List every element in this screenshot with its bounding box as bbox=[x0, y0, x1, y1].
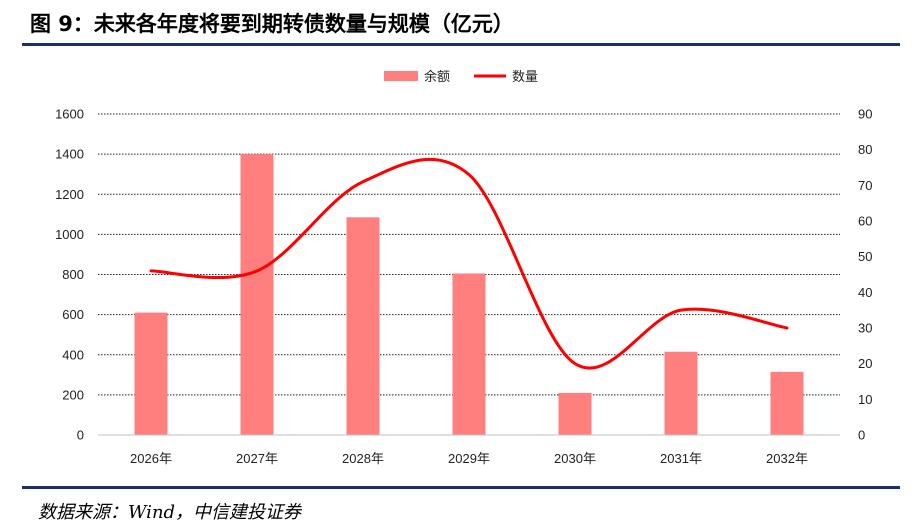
y-right-tick-label: 50 bbox=[858, 249, 872, 264]
title-divider bbox=[22, 43, 900, 46]
bar bbox=[558, 392, 592, 435]
y-left-tick-label: 1200 bbox=[55, 187, 84, 202]
y-right-tick-label: 70 bbox=[858, 178, 872, 193]
y-left-tick-label: 1400 bbox=[55, 147, 84, 162]
y-right-tick-label: 80 bbox=[858, 142, 872, 157]
y-right-tick-label: 90 bbox=[858, 107, 872, 122]
line-series-path bbox=[149, 157, 789, 370]
x-tick-label: 2029年 bbox=[448, 451, 490, 466]
y-axis-left: 0 200 400 600 800 1000 1200 1400 1600 bbox=[55, 107, 84, 443]
x-tick-label: 2026年 bbox=[130, 451, 172, 466]
legend-swatch-bar bbox=[384, 71, 418, 81]
x-tick-label: 2031年 bbox=[660, 451, 702, 466]
figure-title: 图 9：未来各年度将要到期转债数量与规模（亿元） bbox=[30, 12, 514, 36]
source-note: 数据来源：Wind，中信建投证券 bbox=[38, 502, 302, 523]
bar bbox=[664, 351, 698, 435]
y-right-tick-label: 10 bbox=[858, 392, 872, 407]
y-right-tick-label: 20 bbox=[858, 356, 872, 371]
x-tick-label: 2027年 bbox=[236, 451, 278, 466]
y-right-tick-label: 40 bbox=[858, 285, 872, 300]
bar bbox=[346, 217, 380, 435]
x-axis: 2026年 2027年 2028年 2029年 2030年 2031年 2032年 bbox=[98, 434, 840, 466]
legend: 余额 数量 bbox=[384, 69, 538, 84]
legend-label-bar: 余额 bbox=[424, 69, 450, 84]
y-right-tick-label: 0 bbox=[858, 428, 865, 443]
legend-label-line: 数量 bbox=[512, 69, 538, 84]
y-left-tick-label: 0 bbox=[77, 428, 84, 443]
bar-series bbox=[134, 154, 804, 435]
bar bbox=[452, 273, 486, 435]
y-left-tick-label: 1600 bbox=[55, 107, 84, 122]
bar bbox=[240, 154, 274, 435]
x-tick-label: 2030年 bbox=[554, 451, 596, 466]
y-left-tick-label: 400 bbox=[62, 347, 84, 362]
footer-divider bbox=[22, 486, 900, 489]
x-tick-label: 2032年 bbox=[766, 451, 808, 466]
y-left-tick-label: 1000 bbox=[55, 227, 84, 242]
y-right-tick-label: 60 bbox=[858, 214, 872, 229]
gridlines bbox=[98, 113, 840, 396]
y-right-tick-label: 30 bbox=[858, 321, 872, 336]
y-axis-right: 0 10 20 30 40 50 60 70 80 90 bbox=[858, 107, 872, 443]
bar bbox=[134, 312, 168, 435]
chart: 余额 数量 0 200 400 600 800 1000 1200 1400 1600 0 10 20… bbox=[55, 69, 872, 466]
y-left-tick-label: 600 bbox=[62, 307, 84, 322]
x-tick-label: 2028年 bbox=[342, 451, 384, 466]
y-left-tick-label: 800 bbox=[62, 267, 84, 282]
line-series bbox=[149, 157, 789, 370]
bar bbox=[770, 371, 804, 435]
y-left-tick-label: 200 bbox=[62, 387, 84, 402]
